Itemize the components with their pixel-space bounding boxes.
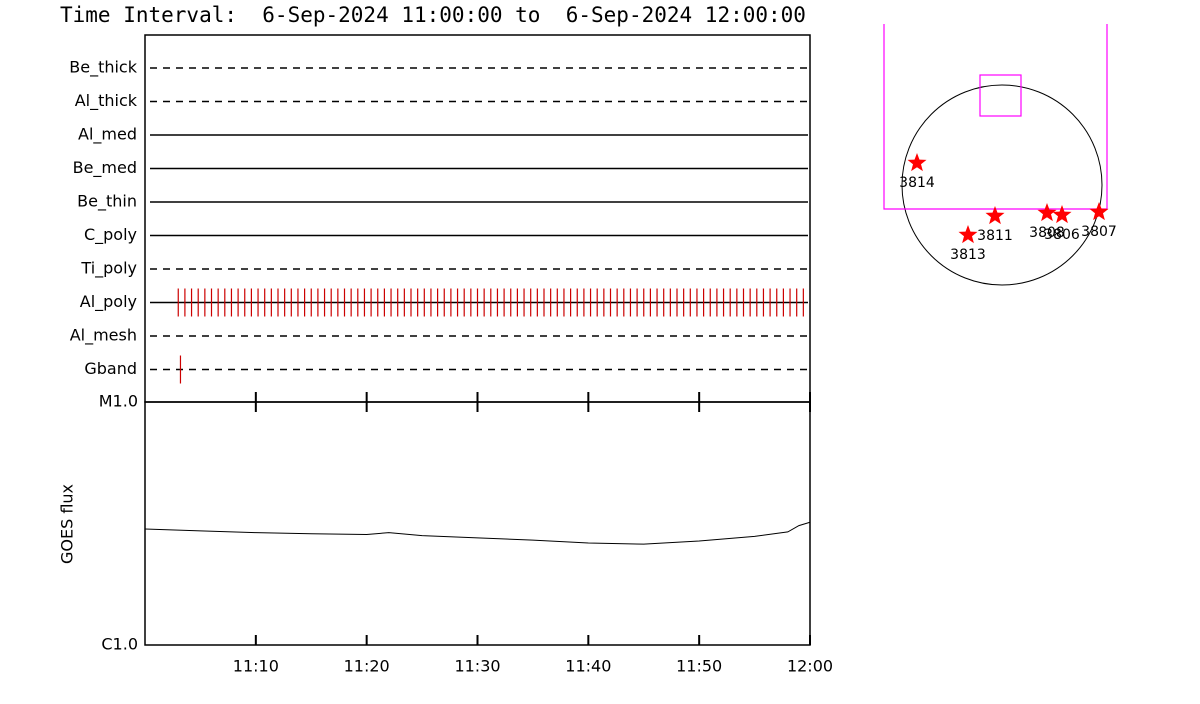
- x-tick-label: 11:40: [565, 657, 611, 676]
- region-star: [1089, 202, 1109, 221]
- solar-disk: [901, 84, 1103, 286]
- region-label: 3814: [899, 175, 935, 191]
- y-axis-label: GOES flux: [58, 484, 77, 564]
- region-label: 3807: [1081, 224, 1117, 240]
- fov-box: [979, 74, 1022, 117]
- row-label: Ti_poly: [80, 259, 137, 279]
- y-tick-label: M1.0: [99, 392, 138, 411]
- region-star: [907, 153, 927, 172]
- x-tick-label: 11:20: [344, 657, 390, 676]
- x-tick-label: 11:50: [676, 657, 722, 676]
- row-label: Gband: [84, 359, 137, 378]
- row-label: Be_med: [73, 158, 137, 178]
- region-label: 3808: [1029, 225, 1065, 241]
- region-star: [1037, 203, 1057, 222]
- flux-line: [144, 521, 811, 545]
- row-label: Be_thin: [77, 192, 137, 212]
- row-label: Al_med: [78, 125, 137, 145]
- row-label: Al_poly: [80, 292, 137, 312]
- x-tick-label: 12:00: [787, 657, 833, 676]
- chart-title: Time Interval: 6-Sep-2024 11:00:00 to 6-…: [60, 3, 806, 27]
- x-tick-label: 11:10: [233, 657, 279, 676]
- region-star: [958, 225, 978, 244]
- row-label: Be_thick: [69, 58, 137, 78]
- row-label: C_poly: [84, 225, 137, 245]
- region-star: [1052, 205, 1072, 224]
- region-label: 3813: [950, 247, 986, 263]
- region-star: [985, 206, 1005, 225]
- region-label: 3806: [1044, 227, 1080, 243]
- region-label: 3811: [977, 228, 1013, 244]
- y-tick-label: C1.0: [101, 635, 138, 654]
- row-label: Al_thick: [75, 91, 138, 111]
- x-tick-label: 11:30: [454, 657, 500, 676]
- row-label: Al_mesh: [70, 326, 137, 346]
